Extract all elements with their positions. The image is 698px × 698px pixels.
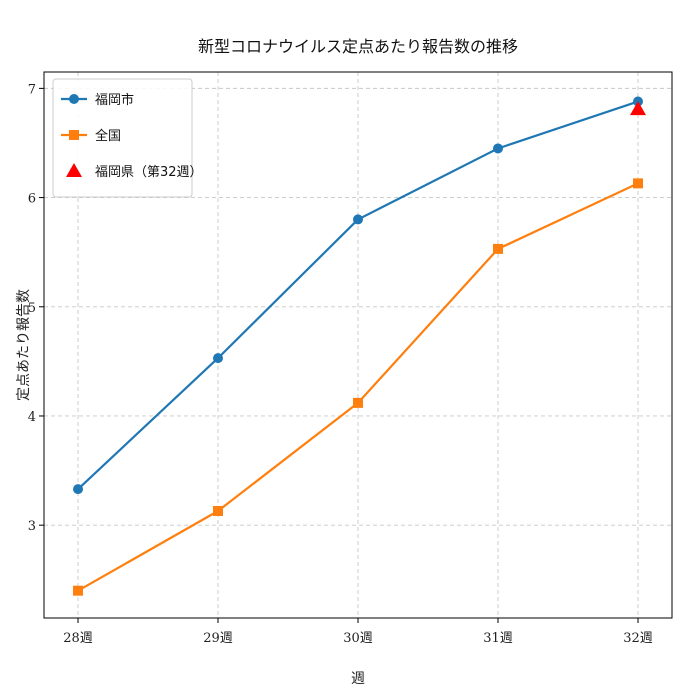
legend-item: 福岡市: [61, 92, 134, 108]
data-point: [353, 214, 363, 225]
legend-marker: [66, 163, 82, 177]
highlight-point: [630, 101, 646, 116]
y-tick-label: 6: [28, 192, 36, 207]
y-axis-label: 定点あたり報告数: [16, 289, 32, 401]
x-tick-label: 31週: [483, 631, 513, 646]
x-tick-label: 32週: [623, 631, 653, 646]
y-tick-label: 4: [28, 410, 36, 425]
data-point: [73, 585, 83, 596]
chart-title: 新型コロナウイルス定点あたり報告数の推移: [198, 37, 518, 56]
y-tick-label: 7: [28, 82, 36, 97]
legend-marker: [69, 94, 79, 104]
data-point: [213, 353, 223, 364]
legend-box: [52, 78, 193, 198]
y-tick-label: 5: [28, 301, 36, 316]
x-tick-label: 28週: [63, 631, 93, 646]
grid: [44, 72, 672, 618]
legend-item: 福岡県（第32週）: [66, 163, 203, 180]
data-point: [353, 397, 363, 408]
data-point: [493, 143, 503, 154]
legend-label: 福岡市: [95, 92, 134, 108]
data-point: [633, 178, 643, 189]
legend-item: 全国: [61, 128, 121, 144]
data-point: [213, 505, 223, 516]
x-tick-label: 29週: [203, 631, 233, 646]
series-layer: [73, 96, 646, 596]
legend-label: 全国: [95, 128, 121, 144]
y-tick-label: 3: [28, 519, 36, 534]
data-point: [493, 243, 503, 254]
series-全国: [73, 178, 643, 596]
x-axis-label: 週: [351, 671, 365, 687]
axis-ticks: 28週 29週 30週 31週 32週 3 4 5 6 7: [28, 82, 653, 646]
legend-marker: [69, 130, 79, 140]
data-point: [73, 484, 83, 495]
x-tick-label: 30週: [343, 631, 373, 646]
legend-label: 福岡県（第32週）: [95, 165, 203, 180]
